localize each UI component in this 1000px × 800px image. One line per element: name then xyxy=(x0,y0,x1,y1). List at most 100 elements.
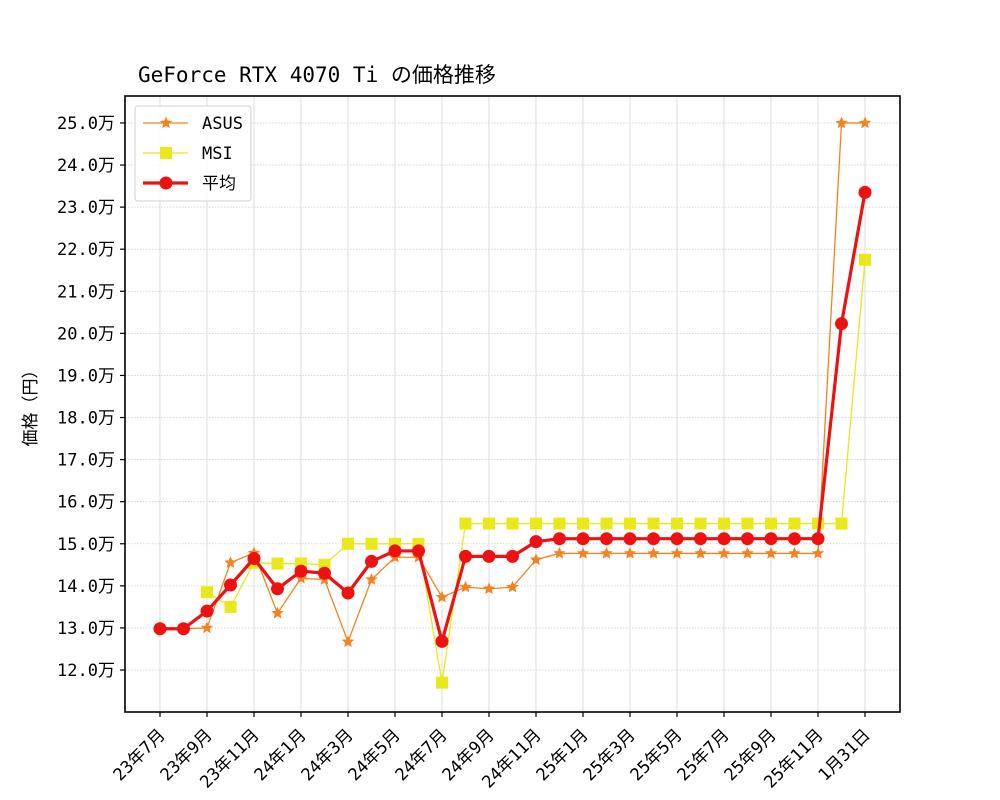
square-marker xyxy=(483,517,495,530)
star-marker xyxy=(741,546,754,559)
star-marker xyxy=(717,546,731,559)
circle-marker xyxy=(482,549,496,563)
square-marker xyxy=(624,517,636,530)
legend-label: MSI xyxy=(202,144,233,164)
star-marker xyxy=(271,606,284,619)
circle-marker xyxy=(459,549,472,563)
circle-marker xyxy=(341,586,355,600)
circle-marker xyxy=(741,532,754,546)
star-marker xyxy=(224,556,237,568)
circle-marker xyxy=(177,622,190,636)
circle-marker xyxy=(811,532,825,546)
y-tick-label: 19.0万 xyxy=(57,366,115,386)
star-marker xyxy=(200,621,214,634)
series-circle xyxy=(153,185,872,648)
y-axis-label: 価格（円） xyxy=(21,362,41,447)
star-marker xyxy=(694,546,707,559)
square-marker xyxy=(160,147,172,159)
y-tick-label: 25.0万 xyxy=(57,114,115,134)
square-marker xyxy=(365,537,378,550)
series-line xyxy=(160,192,867,643)
circle-marker xyxy=(318,566,331,580)
square-marker xyxy=(436,676,448,689)
legend-label: 平均 xyxy=(202,174,236,194)
star-marker xyxy=(647,546,660,559)
circle-marker xyxy=(788,532,801,546)
circle-marker xyxy=(200,604,214,618)
star-marker xyxy=(159,116,173,129)
circle-marker xyxy=(717,532,731,546)
square-marker xyxy=(224,600,237,613)
series-square xyxy=(201,253,871,689)
star-marker xyxy=(529,553,543,565)
square-marker xyxy=(577,517,589,530)
star-marker xyxy=(788,546,801,559)
plot-frame xyxy=(124,95,901,713)
star-marker xyxy=(811,546,825,559)
y-tick-label: 15.0万 xyxy=(57,535,115,555)
square-marker xyxy=(506,517,519,530)
legend: ASUS MSI 平均 xyxy=(134,105,252,202)
square-marker xyxy=(741,517,754,530)
star-marker xyxy=(623,546,637,559)
circle-marker xyxy=(365,554,378,568)
star-marker xyxy=(576,546,590,559)
square-marker xyxy=(765,517,777,530)
series-star xyxy=(153,116,872,648)
circle-marker xyxy=(858,185,872,199)
y-tick-label: 20.0万 xyxy=(57,324,115,344)
y-tick-label: 13.0万 xyxy=(57,619,115,639)
circle-marker xyxy=(694,532,707,546)
square-marker xyxy=(671,517,683,530)
square-marker xyxy=(788,517,801,530)
star-marker xyxy=(764,546,778,559)
series-layer xyxy=(153,116,872,689)
circle-marker xyxy=(435,634,449,648)
square-marker xyxy=(647,517,660,530)
square-marker xyxy=(553,517,566,530)
chart-title: GeForce RTX 4070 Ti の価格推移 xyxy=(138,63,496,87)
y-tick-label: 12.0万 xyxy=(57,661,115,681)
square-marker xyxy=(342,537,354,550)
square-marker xyxy=(459,517,472,530)
y-tick-label: 21.0万 xyxy=(57,282,115,302)
circle-marker xyxy=(247,551,261,565)
circle-marker xyxy=(623,532,637,546)
square-marker xyxy=(530,517,542,530)
star-marker xyxy=(435,590,449,603)
series-line xyxy=(160,122,865,643)
circle-marker xyxy=(294,564,308,578)
circle-marker xyxy=(764,532,778,546)
y-tick-label: 24.0万 xyxy=(57,156,115,176)
grid xyxy=(125,96,900,712)
circle-marker xyxy=(553,532,566,546)
star-marker xyxy=(482,582,496,594)
star-marker xyxy=(341,635,355,648)
circle-marker xyxy=(576,532,590,546)
star-marker xyxy=(835,116,848,129)
circle-marker xyxy=(506,549,519,563)
circle-marker xyxy=(600,532,613,546)
star-marker xyxy=(553,546,566,559)
star-marker xyxy=(294,571,308,584)
circle-marker xyxy=(388,544,402,558)
star-marker xyxy=(670,546,684,559)
y-tick-label: 14.0万 xyxy=(57,577,115,597)
circle-marker xyxy=(670,532,684,546)
circle-marker xyxy=(271,582,284,596)
star-marker xyxy=(600,546,613,559)
y-tick-label: 18.0万 xyxy=(57,409,115,429)
circle-marker xyxy=(529,535,543,549)
circle-marker xyxy=(647,532,660,546)
y-tick-label: 23.0万 xyxy=(57,198,115,218)
star-marker xyxy=(365,573,378,585)
square-marker xyxy=(859,253,871,266)
x-tick-label: 1月31日 xyxy=(815,725,875,785)
circle-marker xyxy=(153,622,167,636)
x-axis: 23年7月23年9月23年11月24年1月24年3月24年5月24年7月24年9… xyxy=(110,712,875,793)
circle-marker xyxy=(159,176,173,190)
square-marker xyxy=(835,517,848,530)
square-marker xyxy=(201,586,213,599)
square-marker xyxy=(718,517,730,530)
